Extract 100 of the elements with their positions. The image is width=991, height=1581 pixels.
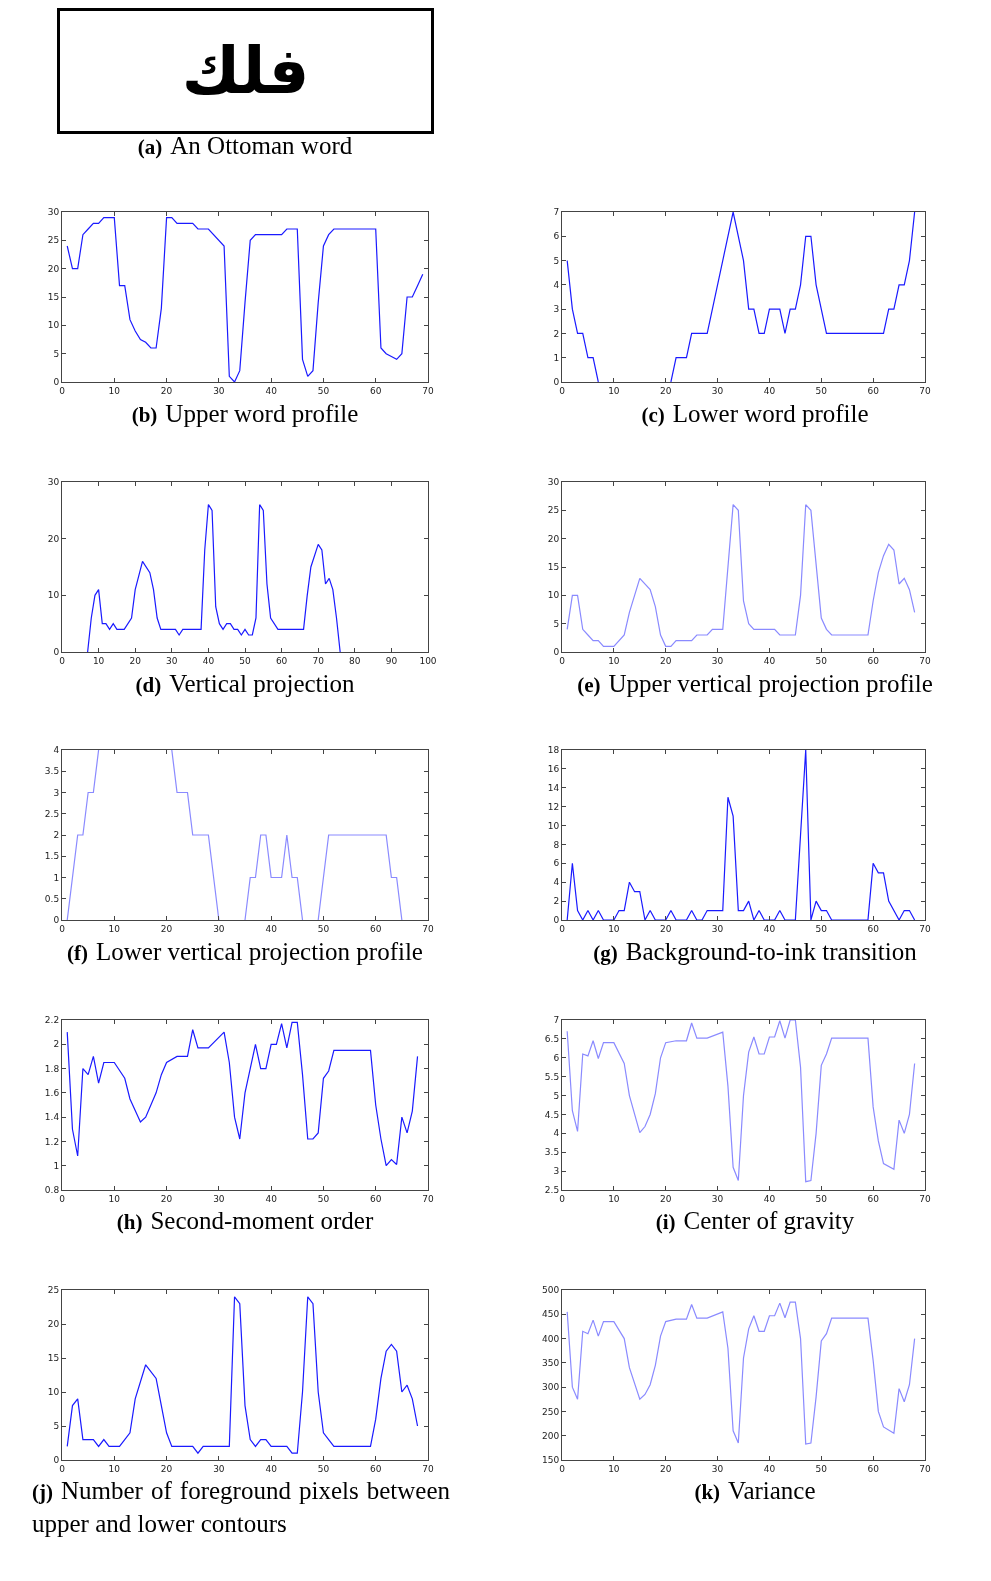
x-tick-label: 40 <box>265 923 278 934</box>
line-series <box>66 1021 419 1167</box>
x-tick-label: 20 <box>160 385 173 396</box>
y-tick-label: 16 <box>547 764 560 775</box>
y-tick-label: 500 <box>542 1285 560 1296</box>
x-tick-label: 70 <box>919 1463 931 1474</box>
y-tick-label: 5 <box>553 1090 560 1101</box>
y-tick-label: 25 <box>47 1285 60 1296</box>
text: (g) Background-to-ink transition <box>593 938 917 965</box>
y-tick-label: 5 <box>53 1421 60 1432</box>
x-tick-label: 30 <box>213 385 225 396</box>
x-tick-label: 30 <box>711 1193 724 1204</box>
text: فلك <box>181 34 310 108</box>
x-tick-label: 20 <box>659 385 672 396</box>
x-tick-label: 40 <box>265 1463 278 1474</box>
y-tick-label: 10 <box>547 820 560 831</box>
y-tick-label: 6 <box>553 1052 560 1063</box>
y-tick-label: 4.5 <box>544 1109 560 1120</box>
y-tick-label: 15 <box>47 292 60 303</box>
y-tick-label: 30 <box>547 477 560 488</box>
y-tick-label: 20 <box>47 1319 60 1330</box>
line-series <box>66 217 424 382</box>
x-tick-label: 20 <box>160 1193 173 1204</box>
x-tick-label: 30 <box>166 655 178 666</box>
y-tick-label: 5 <box>53 348 60 359</box>
y-tick-label: 3 <box>553 1166 560 1177</box>
line-series <box>566 1301 916 1445</box>
x-tick-label: 10 <box>608 655 620 666</box>
y-tick-label: 5 <box>553 618 560 629</box>
line-series <box>87 504 341 652</box>
y-tick-label: 1 <box>53 1160 60 1171</box>
y-tick-label: 15 <box>547 562 560 573</box>
y-tick-label: 2.5 <box>544 1185 560 1196</box>
x-tick-label: 70 <box>422 1193 434 1204</box>
y-tick-label: 0 <box>53 647 60 658</box>
text: (d) Vertical projection <box>135 670 355 697</box>
x-tick-label: 70 <box>422 923 434 934</box>
x-tick-label: 20 <box>659 655 672 666</box>
x-tick-label: 30 <box>711 385 724 396</box>
x-tick-label: 60 <box>369 1193 382 1204</box>
y-tick-label: 1.2 <box>44 1136 60 1147</box>
y-tick-label: 2 <box>53 830 60 841</box>
x-tick-label: 10 <box>608 385 620 396</box>
y-tick-label: 4 <box>553 280 560 291</box>
y-tick-label: 2 <box>553 328 560 339</box>
y-tick-label: 10 <box>547 590 560 601</box>
x-tick-label: 40 <box>763 1463 776 1474</box>
x-tick-label: 70 <box>422 1463 434 1474</box>
y-tick-label: 14 <box>547 782 560 793</box>
x-tick-label: 50 <box>239 655 251 666</box>
y-tick-label: 450 <box>542 1309 560 1320</box>
y-tick-label: 2 <box>53 1039 60 1050</box>
y-tick-label: 6 <box>553 231 560 242</box>
x-tick-label: 60 <box>369 385 382 396</box>
x-tick-label: 20 <box>160 1463 173 1474</box>
text: (e) Upper vertical projection profile <box>577 670 933 697</box>
y-tick-label: 0 <box>53 915 60 926</box>
y-tick-label: 30 <box>47 207 60 218</box>
text: (b) Upper word profile <box>131 400 359 427</box>
x-tick-label: 20 <box>659 1463 672 1474</box>
x-tick-label: 60 <box>369 1463 382 1474</box>
line-series <box>66 1296 419 1454</box>
x-tick-label: 10 <box>108 385 121 396</box>
y-tick-label: 1.6 <box>44 1088 60 1099</box>
y-tick-label: 10 <box>47 320 60 331</box>
x-tick-label: 40 <box>763 385 776 396</box>
x-tick-label: 50 <box>815 655 828 666</box>
x-tick-label: 10 <box>608 1193 620 1204</box>
y-tick-label: 200 <box>542 1430 560 1441</box>
line-series <box>566 1020 916 1183</box>
x-tick-label: 100 <box>419 655 437 666</box>
x-tick-label: 50 <box>317 1463 330 1474</box>
x-tick-label: 30 <box>711 1463 724 1474</box>
text: (j) Number of foreground pixels between upper and lower contours <box>32 1477 450 1537</box>
y-tick-label: 150 <box>542 1455 560 1466</box>
y-tick-label: 2 <box>553 896 560 907</box>
y-tick-label: 1.4 <box>44 1112 60 1123</box>
x-tick-label: 60 <box>867 1193 880 1204</box>
x-tick-label: 20 <box>659 1193 672 1204</box>
x-tick-label: 40 <box>763 923 776 934</box>
y-tick-label: 15 <box>47 1353 60 1364</box>
text: (a) An Ottoman word <box>137 132 353 159</box>
y-tick-label: 25 <box>47 235 60 246</box>
y-tick-label: 5 <box>553 255 560 266</box>
y-tick-label: 8 <box>553 839 560 850</box>
x-tick-label: 10 <box>608 1463 620 1474</box>
x-tick-label: 30 <box>711 655 724 666</box>
x-tick-label: 50 <box>815 923 828 934</box>
y-tick-label: 10 <box>47 1387 60 1398</box>
y-tick-label: 4 <box>553 1128 560 1139</box>
x-tick-label: 40 <box>763 655 776 666</box>
y-tick-label: 2.5 <box>44 808 60 819</box>
x-tick-label: 30 <box>213 923 225 934</box>
y-tick-label: 3.5 <box>44 766 60 777</box>
y-tick-label: 350 <box>542 1358 560 1369</box>
y-tick-label: 5.5 <box>544 1071 560 1082</box>
x-tick-label: 70 <box>422 385 434 396</box>
y-tick-label: 0 <box>553 377 560 388</box>
line-series <box>566 750 916 920</box>
y-tick-label: 0 <box>553 915 560 926</box>
